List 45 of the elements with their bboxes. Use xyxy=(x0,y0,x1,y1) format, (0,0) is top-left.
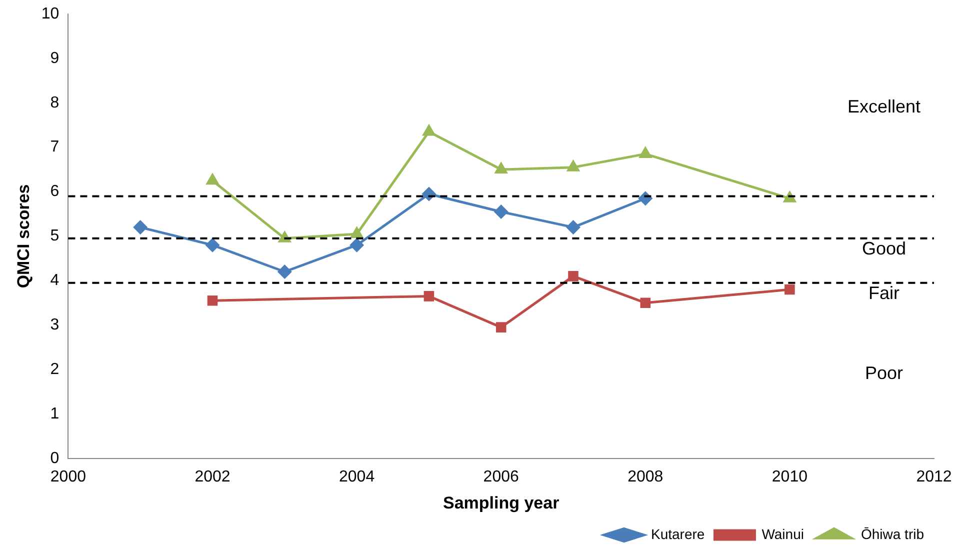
point xyxy=(424,291,434,302)
y-tick-label: 7 xyxy=(50,138,60,156)
point xyxy=(639,147,652,158)
x-tick-label: 2010 xyxy=(772,468,808,486)
x-tick-label: 2000 xyxy=(50,468,86,486)
y-tick-label: 10 xyxy=(41,5,60,22)
point xyxy=(494,205,508,219)
y-tick-label: 5 xyxy=(50,228,60,245)
point xyxy=(350,238,364,252)
legend-label: Ōhiwa trib xyxy=(860,526,924,542)
annotation: Poor xyxy=(864,362,904,383)
x-tick-label: 2008 xyxy=(628,468,664,486)
x-tick-label: 2006 xyxy=(483,468,519,486)
point xyxy=(567,160,580,172)
annotation: Fair xyxy=(868,282,900,303)
y-tick-label: 2 xyxy=(50,360,60,378)
annotation: Good xyxy=(862,238,906,258)
y-tick-label: 9 xyxy=(50,50,60,67)
y-tick-label: 6 xyxy=(50,183,60,200)
point xyxy=(568,271,578,282)
point xyxy=(422,125,435,136)
y-tick-label: 8 xyxy=(50,94,60,112)
point xyxy=(496,322,506,332)
y-tick-label: 3 xyxy=(50,316,60,334)
point xyxy=(350,227,363,238)
x-tick-label: 2002 xyxy=(194,468,230,486)
y-tick-label: 1 xyxy=(50,405,60,422)
point xyxy=(495,162,508,174)
point xyxy=(206,174,219,185)
y-axis-title: QMCI scores xyxy=(14,184,33,288)
y-tick-label: 0 xyxy=(50,450,60,467)
point xyxy=(784,284,795,295)
point xyxy=(566,220,580,234)
legend-label: Kutarere xyxy=(651,526,705,542)
annotation: Excellent xyxy=(847,96,921,116)
legend-label: Wainui xyxy=(762,526,804,542)
x-axis-title: Sampling year xyxy=(442,493,560,512)
point xyxy=(207,296,218,306)
point xyxy=(640,298,651,308)
point xyxy=(206,238,220,252)
x-tick-label: 2004 xyxy=(339,468,375,486)
y-tick-label: 4 xyxy=(50,272,60,290)
point xyxy=(134,220,148,234)
point xyxy=(278,265,292,278)
x-tick-label: 2012 xyxy=(916,468,952,486)
